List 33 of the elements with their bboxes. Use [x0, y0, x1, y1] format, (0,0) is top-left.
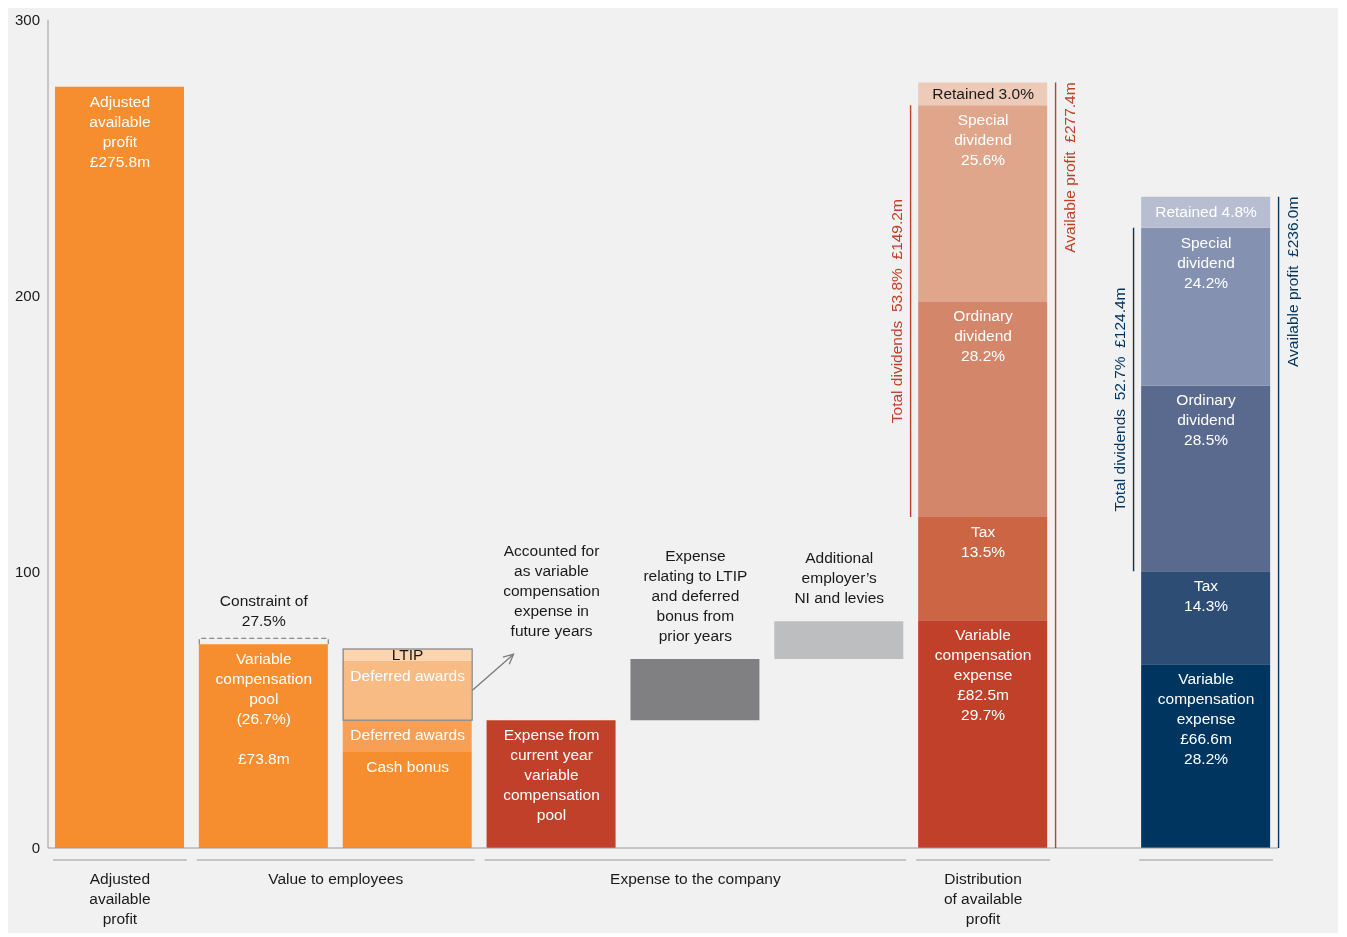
series-label: Variable compensation expense £82.5m 29.7% — [934, 626, 1032, 724]
text: Adjusted available profit — [89, 870, 151, 927]
series-label: Tax 14.3% — [1184, 577, 1229, 615]
series-label: Ordinary dividend 28.5% — [1176, 391, 1237, 449]
annotation: Accounted for as variable compensation expense in future years — [503, 542, 600, 640]
text: Variable compensation pool (26.7%) £73.8m — [215, 650, 313, 768]
series-label: Deferred awards — [350, 726, 466, 744]
series-label: Expense from current year variable compensation pool — [503, 726, 600, 824]
annotation: Total dividends 53.8% £149.2m — [888, 199, 906, 424]
annotation: Total dividends 52.7% £124.4m — [1111, 287, 1129, 512]
series-label: Ordinary dividend 28.2% — [953, 307, 1014, 365]
series-label: Special dividend 24.2% — [1177, 233, 1235, 291]
annotation: Available profit £277.4m — [1061, 82, 1079, 253]
series-label: Retained 4.8% — [1155, 202, 1258, 220]
series-label: Retained 3.0% — [932, 84, 1035, 102]
y-tick-label: 0 — [31, 839, 40, 857]
annotation: Additional employer’s NI and levies — [794, 549, 885, 607]
series-label: Special dividend 25.6% — [954, 111, 1012, 169]
y-tick-label: 200 — [14, 287, 40, 305]
series-label: LTIP — [391, 645, 424, 663]
series-label: Deferred awards — [350, 666, 466, 684]
y-tick-label: 100 — [14, 563, 40, 581]
text: Available profit £236.0m — [1284, 196, 1302, 367]
series-label: Adjusted available profit £275.8m — [89, 92, 151, 170]
text: Distribution of available profit — [943, 870, 1023, 927]
text: Value to employees — [268, 870, 404, 887]
series-label: Tax 13.5% — [961, 523, 1006, 561]
annotation: Expense relating to LTIP and deferred bonus from prior years — [643, 546, 748, 644]
y-tick-label: 300 — [14, 11, 40, 29]
annotation: Constraint of 27.5% — [219, 592, 309, 630]
series-label: Variable compensation expense £66.6m 28.2% — [1157, 670, 1255, 768]
text: Expense to the company — [610, 870, 781, 887]
series-label: Cash bonus — [366, 757, 450, 775]
